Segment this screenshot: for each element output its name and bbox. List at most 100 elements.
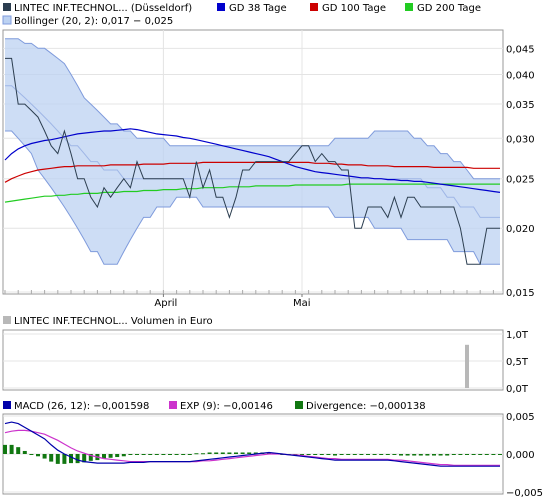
divergence-bar [22,450,27,454]
divergence-bar [385,454,390,455]
legend-gd200-swatch [405,3,413,11]
divergence-bar [234,452,238,454]
gd100-line [4,161,500,183]
divergence-bar [240,452,245,454]
divergence-bar [319,454,324,455]
divergence-bar [484,454,489,455]
macd-y-tick-label: −0,005 [506,488,543,499]
price-x-tick-label: April [154,298,177,309]
exp-line [4,429,500,466]
price-y-tick-label: 0,040 [506,70,535,81]
divergence-bar [346,454,351,455]
price-y-axis: 0,045 0,040 0,035 0,030 0,025 0,020 0,015 [506,44,535,299]
legend-macd-label: MACD (26, 12): −0,001598 [14,401,149,412]
divergence-bar [62,454,67,464]
legend-divergence-label: Divergence: −0,000138 [306,401,426,412]
divergence-bar [471,454,476,455]
price-y-tick-label: 0,045 [506,44,535,55]
volume-plot-area [2,329,504,391]
legend-price-label: LINTEC INF.TECHNOL... (Düsseldorf) [14,3,192,14]
legend-gd100-label: GD 100 Tage [322,3,386,14]
divergence-bar [121,454,126,457]
divergence-bar [75,454,80,464]
bollinger-upper-line [5,38,500,180]
legend-exp-label: EXP (9): −0,00146 [180,401,273,412]
price-y-tick-label: 0,025 [506,175,535,186]
legend-gd100-swatch [310,3,318,11]
divergence-bar [451,454,456,455]
divergence-bar [207,452,212,454]
price-x-tick-label: Mai [293,298,311,309]
price-y-tick-label: 0,020 [506,224,535,235]
legend-bollinger-swatch [2,15,12,25]
divergence-bar [366,454,370,455]
divergence-bar [432,454,436,456]
volume-y-axis: 1,0T 0,5T 0,0T [506,330,529,395]
divergence-bar [69,454,73,464]
divergence-bar [326,454,331,455]
bollinger-lower-line [5,130,500,265]
price-y-tick-label: 0,035 [506,100,535,111]
divergence-bar [108,454,113,458]
divergence-bar [194,453,199,455]
divergence-bar [128,454,133,455]
divergence-bar [333,454,337,456]
legend-gd38-swatch [217,3,225,11]
price-y-tick-label: 0,015 [506,288,535,299]
divergence-bar [148,454,153,455]
divergence-bar [49,454,54,462]
divergence-bar [174,454,179,455]
bollinger-band-fill [5,38,500,265]
divergence-bar [214,452,219,454]
legend-bollinger-label: Bollinger (20, 2): 0,017 − 0,025 [14,16,173,27]
divergence-bar [247,452,252,454]
macd-y-axis: 0,005 0,000 −0,005 [506,412,543,499]
divergence-bar [267,452,271,454]
divergence-bar [141,454,146,455]
divergence-bar [392,454,397,455]
legend-volume-swatch [3,316,11,324]
divergence-bar [498,454,502,455]
divergence-bar [491,454,496,455]
bollinger-mid-line [5,85,500,218]
divergence-bar [88,454,93,461]
divergence-bar [300,454,304,455]
volume-y-tick-label: 1,0T [506,330,529,341]
macd-y-tick-label: 0,005 [506,412,535,423]
legend-divergence-swatch [295,401,303,409]
divergence-bar [29,454,34,455]
divergence-bar [379,454,384,455]
divergence-bar [458,454,463,455]
divergence-bar [253,452,258,454]
legend-gd38-label: GD 38 Tage [229,3,287,14]
divergence-bar [412,454,417,456]
volume-bar [465,344,469,388]
volume-series-layer [465,344,469,388]
divergence-bar [339,454,344,455]
divergence-bar [478,454,483,455]
divergence-bar [187,454,192,455]
gd200-line [4,183,500,203]
divergence-bar [372,454,377,455]
divergence-bar [425,454,430,456]
legend-exp-swatch [169,401,177,409]
divergence-bar [438,454,443,456]
legend-volume-label: LINTEC INF.TECHNOL... Volumen in Euro [14,316,213,327]
volume-y-tick-label: 0,5T [506,357,529,368]
divergence-bar [55,454,60,464]
divergence-bar [227,452,232,454]
macd-series-layer [3,421,502,467]
divergence-bar [154,454,159,455]
price-y-tick-label: 0,030 [506,134,535,145]
divergence-bar [82,454,87,463]
legend-gd200-label: GD 200 Tage [417,3,481,14]
divergence-bar [135,454,139,455]
divergence-bar [359,454,364,455]
price-series-layer [4,38,501,265]
gd38-line [4,128,501,193]
divergence-bar [168,454,172,455]
divergence-bar [399,454,403,456]
legend-macd-swatch [3,401,11,409]
